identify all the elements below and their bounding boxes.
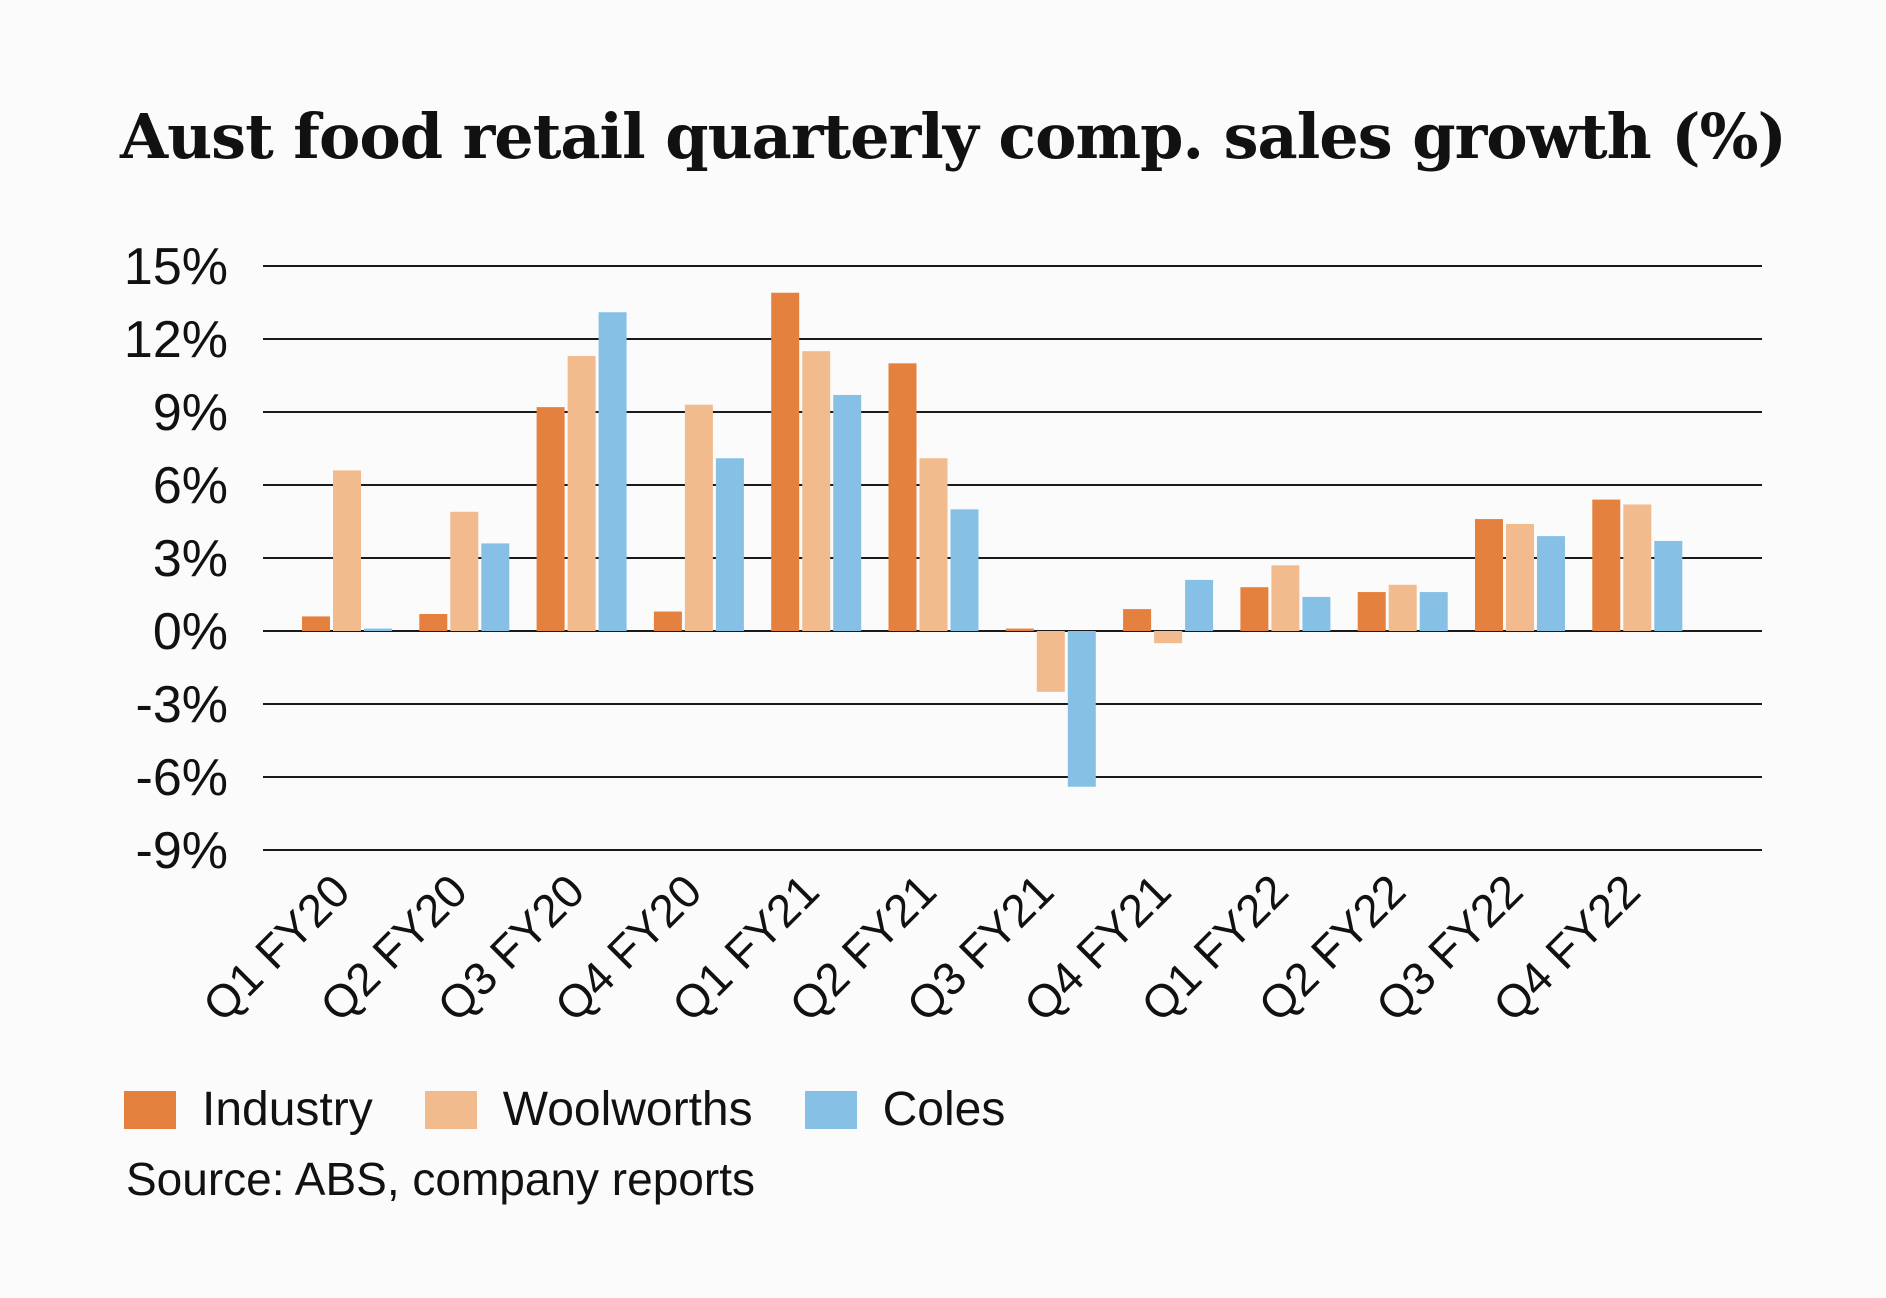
y-tick-label: 6% (153, 457, 228, 515)
bar-coles (1419, 592, 1448, 631)
bar-woolworths (684, 404, 713, 631)
legend-label-industry: Industry (202, 1083, 373, 1136)
bar-coles (1067, 631, 1096, 787)
bar-industry (1475, 519, 1503, 631)
bars (302, 292, 1683, 787)
bar-woolworths (567, 356, 596, 631)
bar-industry (419, 613, 448, 631)
bar-coles (1302, 596, 1331, 631)
bar-woolworths (333, 470, 361, 631)
bar-industry (536, 407, 565, 631)
bar-woolworths (1036, 631, 1065, 692)
y-axis-tick-labels: 15% 12% 9% 6% 3% 0% -3% -6% -9% (124, 238, 228, 880)
bar-coles (1537, 536, 1565, 631)
bar-industry (1592, 499, 1621, 631)
y-tick-label: 15% (124, 238, 228, 296)
bar-coles (481, 543, 510, 631)
legend-item-coles: Coles (804, 1082, 1006, 1137)
bar-woolworths (919, 458, 948, 631)
y-tick-label: 12% (124, 311, 228, 369)
bar-industry (302, 616, 330, 631)
legend-label-woolworths: Woolworths (502, 1083, 753, 1136)
bar-industry (1005, 628, 1034, 631)
legend-swatch-industry (124, 1090, 176, 1129)
bar-coles (833, 394, 862, 631)
legend-item-industry: Industry (124, 1082, 373, 1137)
bar-industry (1123, 609, 1152, 631)
y-tick-label: 3% (153, 530, 228, 588)
bar-industry (1357, 592, 1386, 631)
source-note: Source: ABS, company reports (126, 1153, 755, 1205)
bar-woolworths (1271, 565, 1300, 631)
bar-coles (598, 312, 627, 631)
bar-woolworths (1623, 504, 1652, 631)
bar-industry (653, 611, 682, 631)
y-tick-label: -6% (136, 749, 228, 807)
bar-coles (715, 458, 744, 631)
bar-coles (950, 509, 979, 631)
legend-label-coles: Coles (882, 1083, 1006, 1136)
bar-industry (888, 363, 917, 631)
bar-woolworths (1506, 523, 1534, 631)
y-tick-label: 0% (153, 603, 228, 661)
bar-coles (1654, 540, 1683, 631)
bar-woolworths (1154, 631, 1183, 644)
bar-industry (771, 292, 800, 631)
bar-woolworths (1388, 584, 1417, 631)
bar-industry (1240, 587, 1269, 631)
bar-coles (364, 628, 392, 631)
y-tick-label: 9% (153, 384, 228, 442)
legend: Industry Woolworths Coles (124, 1082, 1057, 1137)
bar-coles (1185, 579, 1214, 631)
legend-swatch-coles (804, 1090, 857, 1129)
y-tick-label: -9% (136, 822, 228, 880)
bar-woolworths (802, 351, 831, 631)
y-tick-label: -3% (136, 676, 228, 734)
bar-woolworths (450, 511, 479, 631)
legend-item-woolworths: Woolworths (424, 1082, 753, 1137)
legend-swatch-woolworths (424, 1090, 477, 1129)
chart-title: Aust food retail quarterly comp. sales g… (120, 100, 1787, 173)
